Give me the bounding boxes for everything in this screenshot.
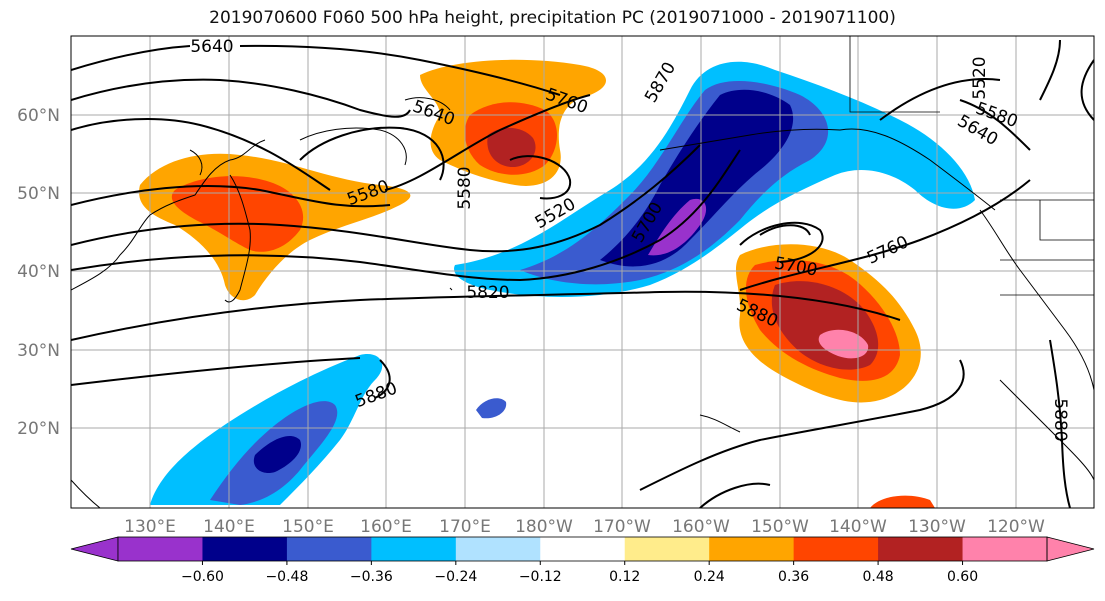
contour-label: 5520	[970, 56, 990, 99]
contour-label: 5820	[466, 283, 509, 303]
lat-label: 30°N	[17, 341, 60, 361]
precip-area-nepac-pos-peak	[818, 329, 869, 359]
height-contours	[71, 39, 1094, 508]
colorbar-extend-min	[70, 536, 119, 562]
lat-label: 20°N	[17, 419, 60, 439]
colorbar-tick-label: 0.60	[947, 569, 978, 585]
colorbar-swatch	[962, 537, 1048, 561]
lon-label: 130°E	[124, 517, 176, 537]
colorbar-tick-label: −0.60	[181, 569, 224, 585]
colorbar-tick-label: 0.36	[778, 569, 809, 585]
borders	[849, 36, 1094, 296]
colorbar-swatch	[540, 537, 626, 561]
colorbar-tick-label: 0.48	[863, 569, 894, 585]
colorbar-swatch	[709, 537, 795, 561]
colorbar-extend-max	[1046, 536, 1095, 562]
colorbar	[70, 536, 1095, 562]
longitude-labels: 130°E 140°E 150°E 160°E 170°E 180°W 170°…	[124, 517, 1045, 537]
colorbar-tick-label: 0.24	[694, 569, 725, 585]
lon-label: 180°W	[515, 517, 573, 537]
colorbar-swatch	[202, 537, 288, 561]
colorbar-swatch	[455, 537, 541, 561]
contour-label: 5580	[455, 166, 475, 209]
lon-label: 170°E	[439, 517, 491, 537]
precip-area-japan-core	[171, 176, 304, 252]
precip-shading	[139, 59, 975, 508]
lon-label: 130°W	[908, 517, 966, 537]
precip-area-wpac-neg-core	[253, 435, 301, 474]
colorbar-swatch	[371, 537, 457, 561]
lon-label: 170°W	[593, 517, 651, 537]
lon-label: 150°W	[751, 517, 809, 537]
latitude-labels: 60°N 50°N 40°N 30°N 20°N	[17, 106, 60, 439]
graticule	[71, 36, 1094, 508]
colorbar-swatch	[286, 537, 372, 561]
lon-label: 160°E	[360, 517, 412, 537]
lat-label: 60°N	[17, 106, 60, 126]
lon-label: 140°E	[203, 517, 255, 537]
precip-area-south-pos	[870, 495, 935, 508]
lon-label: 120°W	[987, 517, 1045, 537]
colorbar-swatch	[878, 537, 964, 561]
colorbar-outline	[117, 536, 1048, 562]
colorbar-ticks: −0.60 −0.48 −0.36 −0.24 −0.12 0.12 0.24 0.36 0.4…	[181, 561, 978, 585]
contour-label: 5880	[1050, 398, 1070, 441]
coastlines	[71, 97, 1094, 508]
precip-area-small-neg	[476, 398, 507, 419]
colorbar-tick-label: −0.36	[350, 569, 393, 585]
precip-area-npac-neg-core	[600, 89, 794, 267]
colorbar-swatch	[118, 537, 203, 561]
lat-label: 40°N	[17, 262, 60, 282]
colorbar-tick-label: 0.12	[609, 569, 640, 585]
contour-label: 5640	[190, 37, 233, 57]
map-frame	[70, 35, 1095, 509]
colorbar-tick-label: −0.48	[265, 569, 308, 585]
colorbar-swatch	[793, 537, 879, 561]
lon-label: 160°W	[672, 517, 730, 537]
lon-label: 150°E	[282, 517, 334, 537]
colorbar-tick-label: −0.24	[434, 569, 477, 585]
lat-label: 50°N	[17, 184, 60, 204]
colorbar-tick-label: −0.12	[519, 569, 562, 585]
colorbar-swatch	[624, 537, 710, 561]
precip-area-wpac-neg	[150, 354, 383, 505]
lon-label: 140°W	[829, 517, 887, 537]
chart-title: 2019070600 F060 500 hPa height, precipit…	[209, 8, 896, 28]
